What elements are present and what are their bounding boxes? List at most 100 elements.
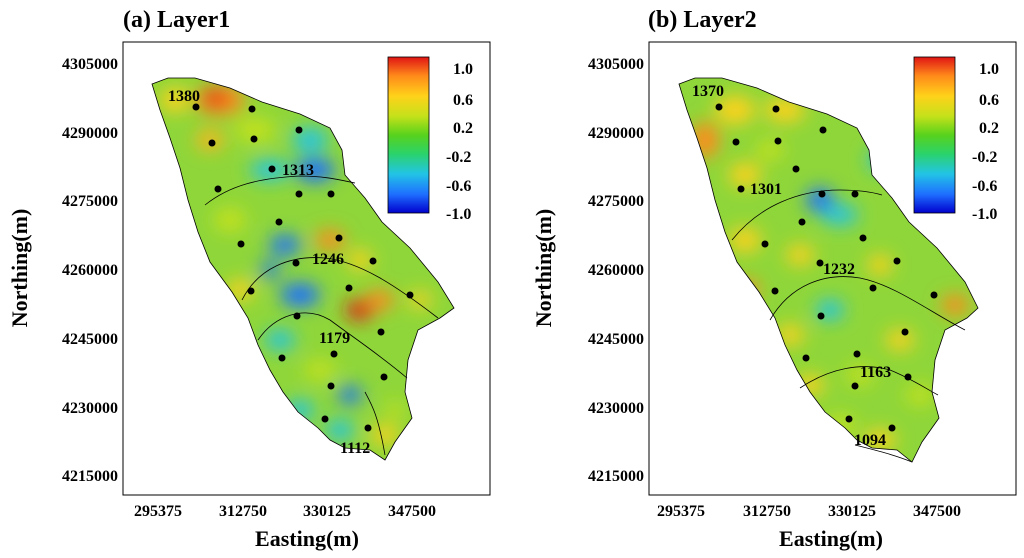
panel-b-colorbar-tick: 1.0 [979,61,999,78]
panel-b-well [792,165,800,173]
panel-b-well [715,103,723,111]
panel-a-well [327,190,335,198]
panel-a-x-tick: 330125 [303,503,351,520]
panel-b: (b) Layer2 [531,7,1017,551]
panel-a-x-tick: 347500 [388,503,436,520]
panel-b-well [798,218,806,226]
panel-b-y-tick: 4260000 [588,262,644,279]
panel-b-y-ticks: 4305000 4290000 4275000 4260000 4245000 … [588,56,644,485]
panel-b-plot-frame [648,41,1017,496]
panel-b-contour-lines [731,189,966,463]
panel-b-xlabel: Easting(m) [779,526,883,551]
panel-b-well [761,240,769,248]
panel-a-colorbar-tick: 0.2 [453,120,473,137]
panel-b-well [816,259,824,267]
panel-b-contour-label: 1301 [750,181,782,198]
panel-a-well [237,240,245,248]
panel-b-ylabel: Northing(m) [531,209,556,328]
panel-a-well [208,139,216,147]
panel-a-well [278,354,286,362]
panel-b-well [851,190,859,198]
panel-b-well [819,126,827,134]
panel-a-contour-1313 [204,175,356,206]
panel-a-colorbar-tick: -0.6 [446,178,471,195]
panel-a-well [247,287,255,295]
panel-a-contour-labels: 1380 1313 1246 1179 1112 [168,88,370,457]
panel-b-well [772,105,780,113]
panel-a-contour-label: 1246 [312,251,344,268]
panel-a-well [380,373,388,381]
panel-a-colorbar-labels: 1.0 0.6 0.2 -0.2 -0.6 -1.0 [446,61,473,223]
panel-b-well [732,138,740,146]
panel-b-well [888,424,896,432]
panel-b-well [817,312,825,320]
panel-b-y-tick: 4305000 [588,56,644,73]
panel-b-well [930,291,938,299]
panel-a-y-tick: 4230000 [62,400,118,417]
panel-b-well [851,382,859,390]
panel-b-wells [715,103,938,432]
panel-a-well [406,291,414,299]
panel-b-well [845,415,853,423]
panel-b-contour-label: 1163 [860,364,891,381]
panel-a-wells [192,103,414,432]
panel-a-contour-1246 [241,257,439,319]
panel-b-colorbar-tick: 0.6 [979,92,999,109]
panel-b-well [774,137,782,145]
panel-a-well [321,415,329,423]
panel-b-x-tick: 330125 [828,503,876,520]
panel-a-xlabel: Easting(m) [255,526,359,551]
panel-b-contour-label: 1370 [692,83,724,100]
panel-a-title: (a) Layer1 [123,7,230,33]
panel-a-colorbar-tick: -1.0 [446,206,471,223]
panel-a-colorbar-tick: 0.6 [453,92,473,109]
panel-a-well [250,135,258,143]
panel-b-colorbar-tick: -0.6 [972,178,997,195]
panel-a-well [377,328,385,336]
panel-a-well [364,424,372,432]
panel-b-contour-label: 1094 [854,432,886,449]
panel-a-well [295,190,303,198]
panel-b-x-tick: 347500 [913,503,961,520]
panel-b-colorbar-scale [913,56,956,214]
panel-a-contour-label: 1380 [168,88,200,105]
panel-b-colorbar-labels: 1.0 0.6 0.2 -0.2 -0.6 -1.0 [972,61,999,223]
panel-a-y-tick: 4245000 [62,331,118,348]
panel-a-y-tick: 4305000 [62,56,118,73]
panel-b-title: (b) Layer2 [648,7,757,33]
panel-b-contour-1163 [799,366,939,396]
panel-a-contour-lines [204,175,439,456]
panel-a-well [293,312,301,320]
panel-b-well [904,373,912,381]
panel-a-well [248,105,256,113]
panel-b-y-tick: 4290000 [588,125,644,142]
panel-b-x-tick: 295375 [657,503,705,520]
panel-a-y-ticks: 4305000 4290000 4275000 4260000 4245000 … [62,56,118,485]
panel-b-well [893,257,901,265]
panel-a-well [268,165,276,173]
panel-b-contour-labels: 1370 1301 1232 1163 1094 [692,83,891,449]
panel-b-well [859,234,867,242]
panel-a-y-tick: 4215000 [62,468,118,485]
panel-a: (a) Layer1 [7,7,491,551]
panel-b-colorbar-tick: -0.2 [972,149,997,166]
panel-a-contour-label: 1179 [319,330,350,347]
panel-b-well [771,287,779,295]
panel-a-well [295,126,303,134]
panel-a-ylabel: Northing(m) [7,209,32,328]
panel-b-colorbar-tick: 0.2 [979,120,999,137]
panel-b-x-ticks: 295375 312750 330125 347500 [657,503,961,520]
panel-a-y-tick: 4275000 [62,193,118,210]
panel-a-colorbar-tick: 1.0 [453,61,473,78]
panel-b-colorbar-tick: -1.0 [972,206,997,223]
panel-a-y-tick: 4260000 [62,262,118,279]
panel-a-well [214,185,222,193]
panel-b-well [901,328,909,336]
panel-b-well [869,284,877,292]
panel-a-well [345,284,353,292]
panel-a-well [192,103,200,111]
panel-a-x-ticks: 295375 312750 330125 347500 [134,503,436,520]
panel-a-contour-1112 [364,391,386,456]
panel-b-contour-label: 1232 [823,261,855,278]
